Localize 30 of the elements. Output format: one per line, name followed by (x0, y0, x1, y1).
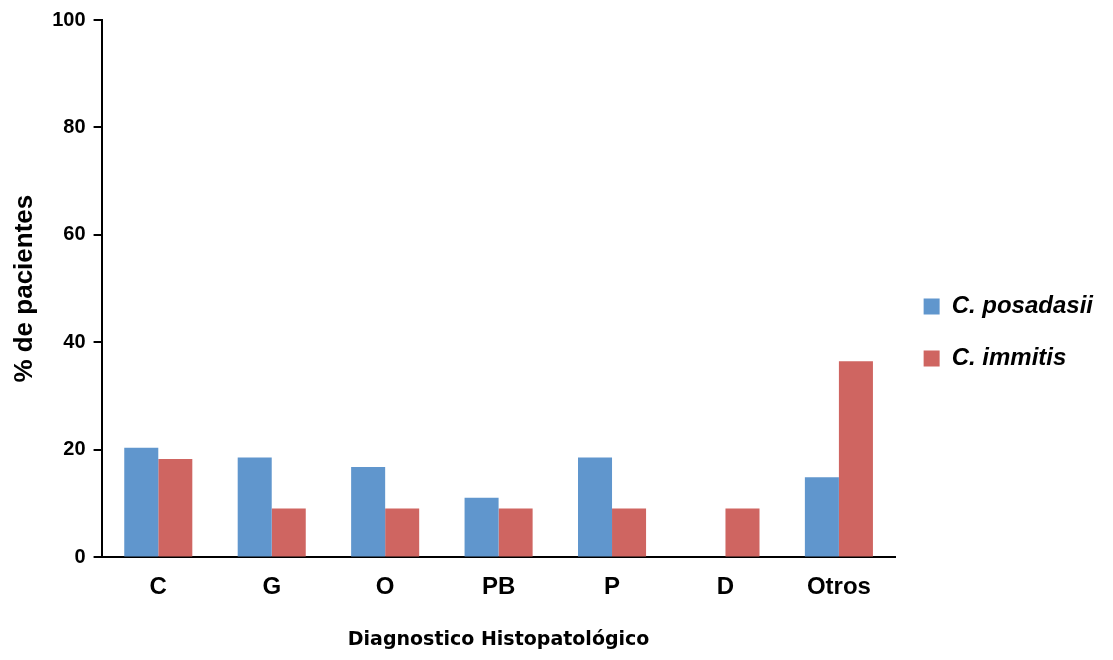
x-tick-label: PB (481, 572, 516, 600)
bar (498, 508, 533, 557)
x-tick-label: D (716, 572, 735, 600)
bar (725, 508, 760, 557)
legend-label: C. immitis (951, 343, 1067, 371)
bar (271, 508, 306, 557)
bar (237, 457, 272, 557)
y-tick-label: 80 (63, 115, 86, 137)
bar (578, 457, 613, 557)
x-tick-label: G (262, 572, 282, 600)
bar (612, 508, 647, 557)
x-tick-label: C (149, 572, 167, 600)
x-axis-title: Diagnostico Histopatológico (347, 626, 650, 649)
x-tick-label: O (375, 572, 395, 600)
bar (158, 459, 193, 557)
bar (385, 508, 420, 557)
y-tick-label: 0 (74, 544, 86, 567)
y-tick-label: 20 (63, 437, 86, 460)
bar (464, 497, 499, 557)
x-tick-label: Otros (806, 572, 871, 600)
bar (804, 477, 839, 557)
y-tick-label: 60 (63, 222, 86, 245)
bar (838, 361, 873, 557)
legend-label: C. posadasii (951, 291, 1095, 319)
bar (124, 447, 159, 557)
y-axis-title: % de pacientes (7, 194, 38, 383)
y-tick-label: 40 (63, 329, 86, 352)
y-tick-label: 100 (52, 7, 86, 30)
bar (351, 467, 386, 557)
x-tick-label: P (604, 572, 621, 600)
